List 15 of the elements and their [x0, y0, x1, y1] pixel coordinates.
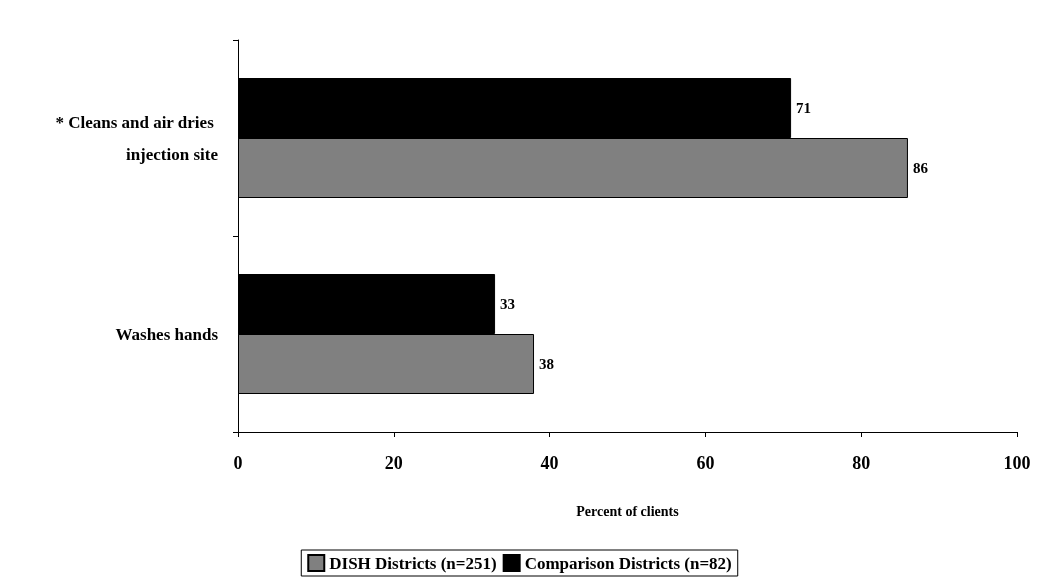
x-tick-label: 0	[233, 453, 243, 473]
x-tick-label: 100	[1003, 453, 1031, 473]
y-tick-label: Washes hands	[115, 324, 219, 344]
data-label: 71	[796, 100, 812, 116]
legend-label: Comparison Districts (n=82)	[524, 553, 732, 573]
x-tick-label: 40	[540, 453, 559, 473]
data-label: 38	[539, 356, 555, 372]
x-tick-label: 20	[384, 453, 403, 473]
data-label: 86	[912, 160, 929, 176]
x-tick-label: 80	[852, 453, 871, 473]
legend-label: DISH Districts (n=251)	[329, 553, 497, 573]
x-axis-title: Percent of clients	[576, 503, 680, 519]
data-label: 33	[500, 296, 516, 312]
y-tick-label: * Cleans and air dries injection site	[55, 112, 219, 164]
x-tick-label: 60	[696, 453, 715, 473]
